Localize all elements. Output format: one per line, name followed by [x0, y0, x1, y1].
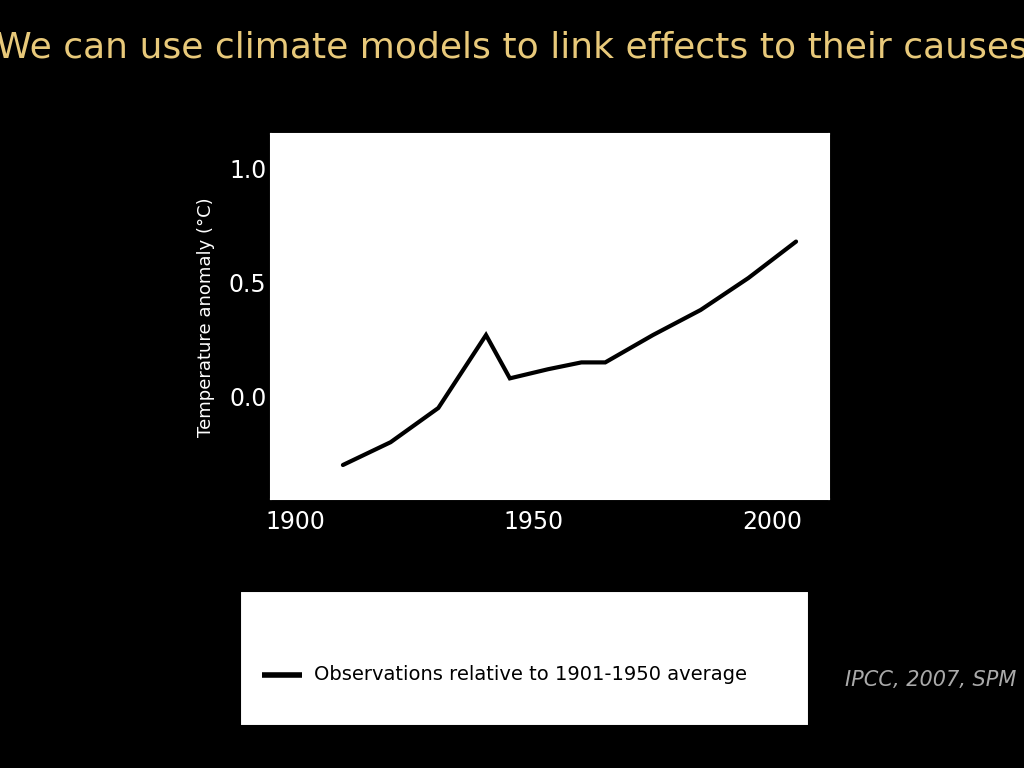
Text: IPCC, 2007, SPM: IPCC, 2007, SPM — [845, 670, 1016, 690]
Text: Observations relative to 1901-1950 average: Observations relative to 1901-1950 avera… — [313, 665, 746, 684]
Y-axis label: Temperature anomaly (°C): Temperature anomaly (°C) — [197, 197, 215, 437]
Text: We can use climate models to link effects to their causes: We can use climate models to link effect… — [0, 31, 1024, 65]
